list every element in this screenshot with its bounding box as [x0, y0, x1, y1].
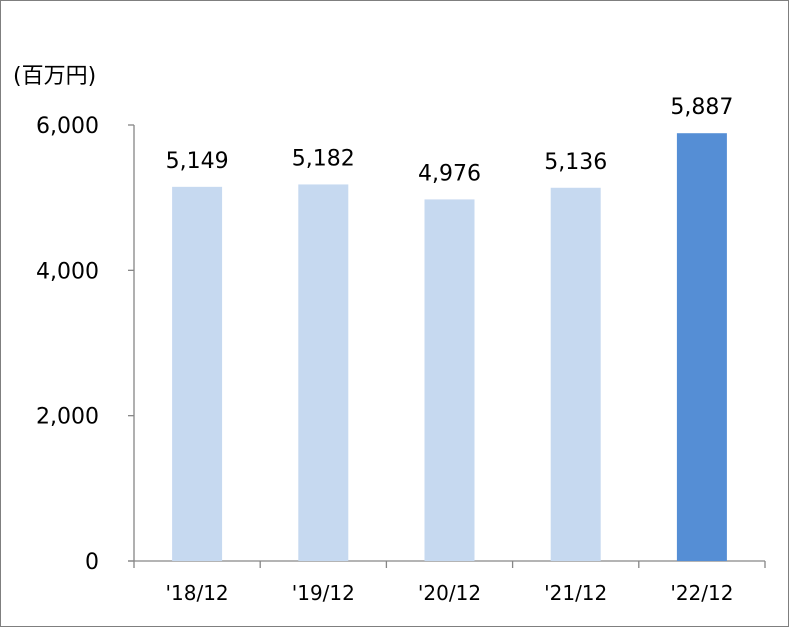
x-tick-label: '21/12 — [544, 581, 607, 605]
bar — [424, 199, 475, 562]
data-label: 5,136 — [544, 150, 607, 175]
bar — [550, 187, 601, 561]
y-tick-label: 6,000 — [36, 114, 99, 139]
data-label: 5,149 — [166, 149, 229, 174]
x-axis: '18/12 '19/12 '20/12 '21/12 '22/12 — [128, 560, 766, 605]
unit-label: (百万円) — [13, 64, 96, 89]
y-tick-label: 0 — [85, 550, 99, 575]
x-tick-label: '18/12 — [166, 581, 229, 605]
data-label: 5,887 — [670, 95, 733, 120]
bars — [172, 133, 727, 562]
x-tick-label: '20/12 — [418, 581, 481, 605]
data-labels: 5,149 5,182 4,976 5,136 5,887 — [166, 95, 734, 186]
y-tick-label: 4,000 — [36, 259, 99, 284]
bar — [298, 184, 349, 561]
data-label: 4,976 — [418, 161, 481, 186]
y-axis: 0 2,000 4,000 6,000 — [36, 114, 135, 575]
bar — [676, 133, 727, 561]
x-tick-label: '22/12 — [670, 581, 733, 605]
data-label: 5,182 — [292, 146, 355, 171]
x-tick-label: '19/12 — [292, 581, 355, 605]
y-tick-label: 2,000 — [36, 405, 99, 430]
bar — [172, 186, 223, 561]
